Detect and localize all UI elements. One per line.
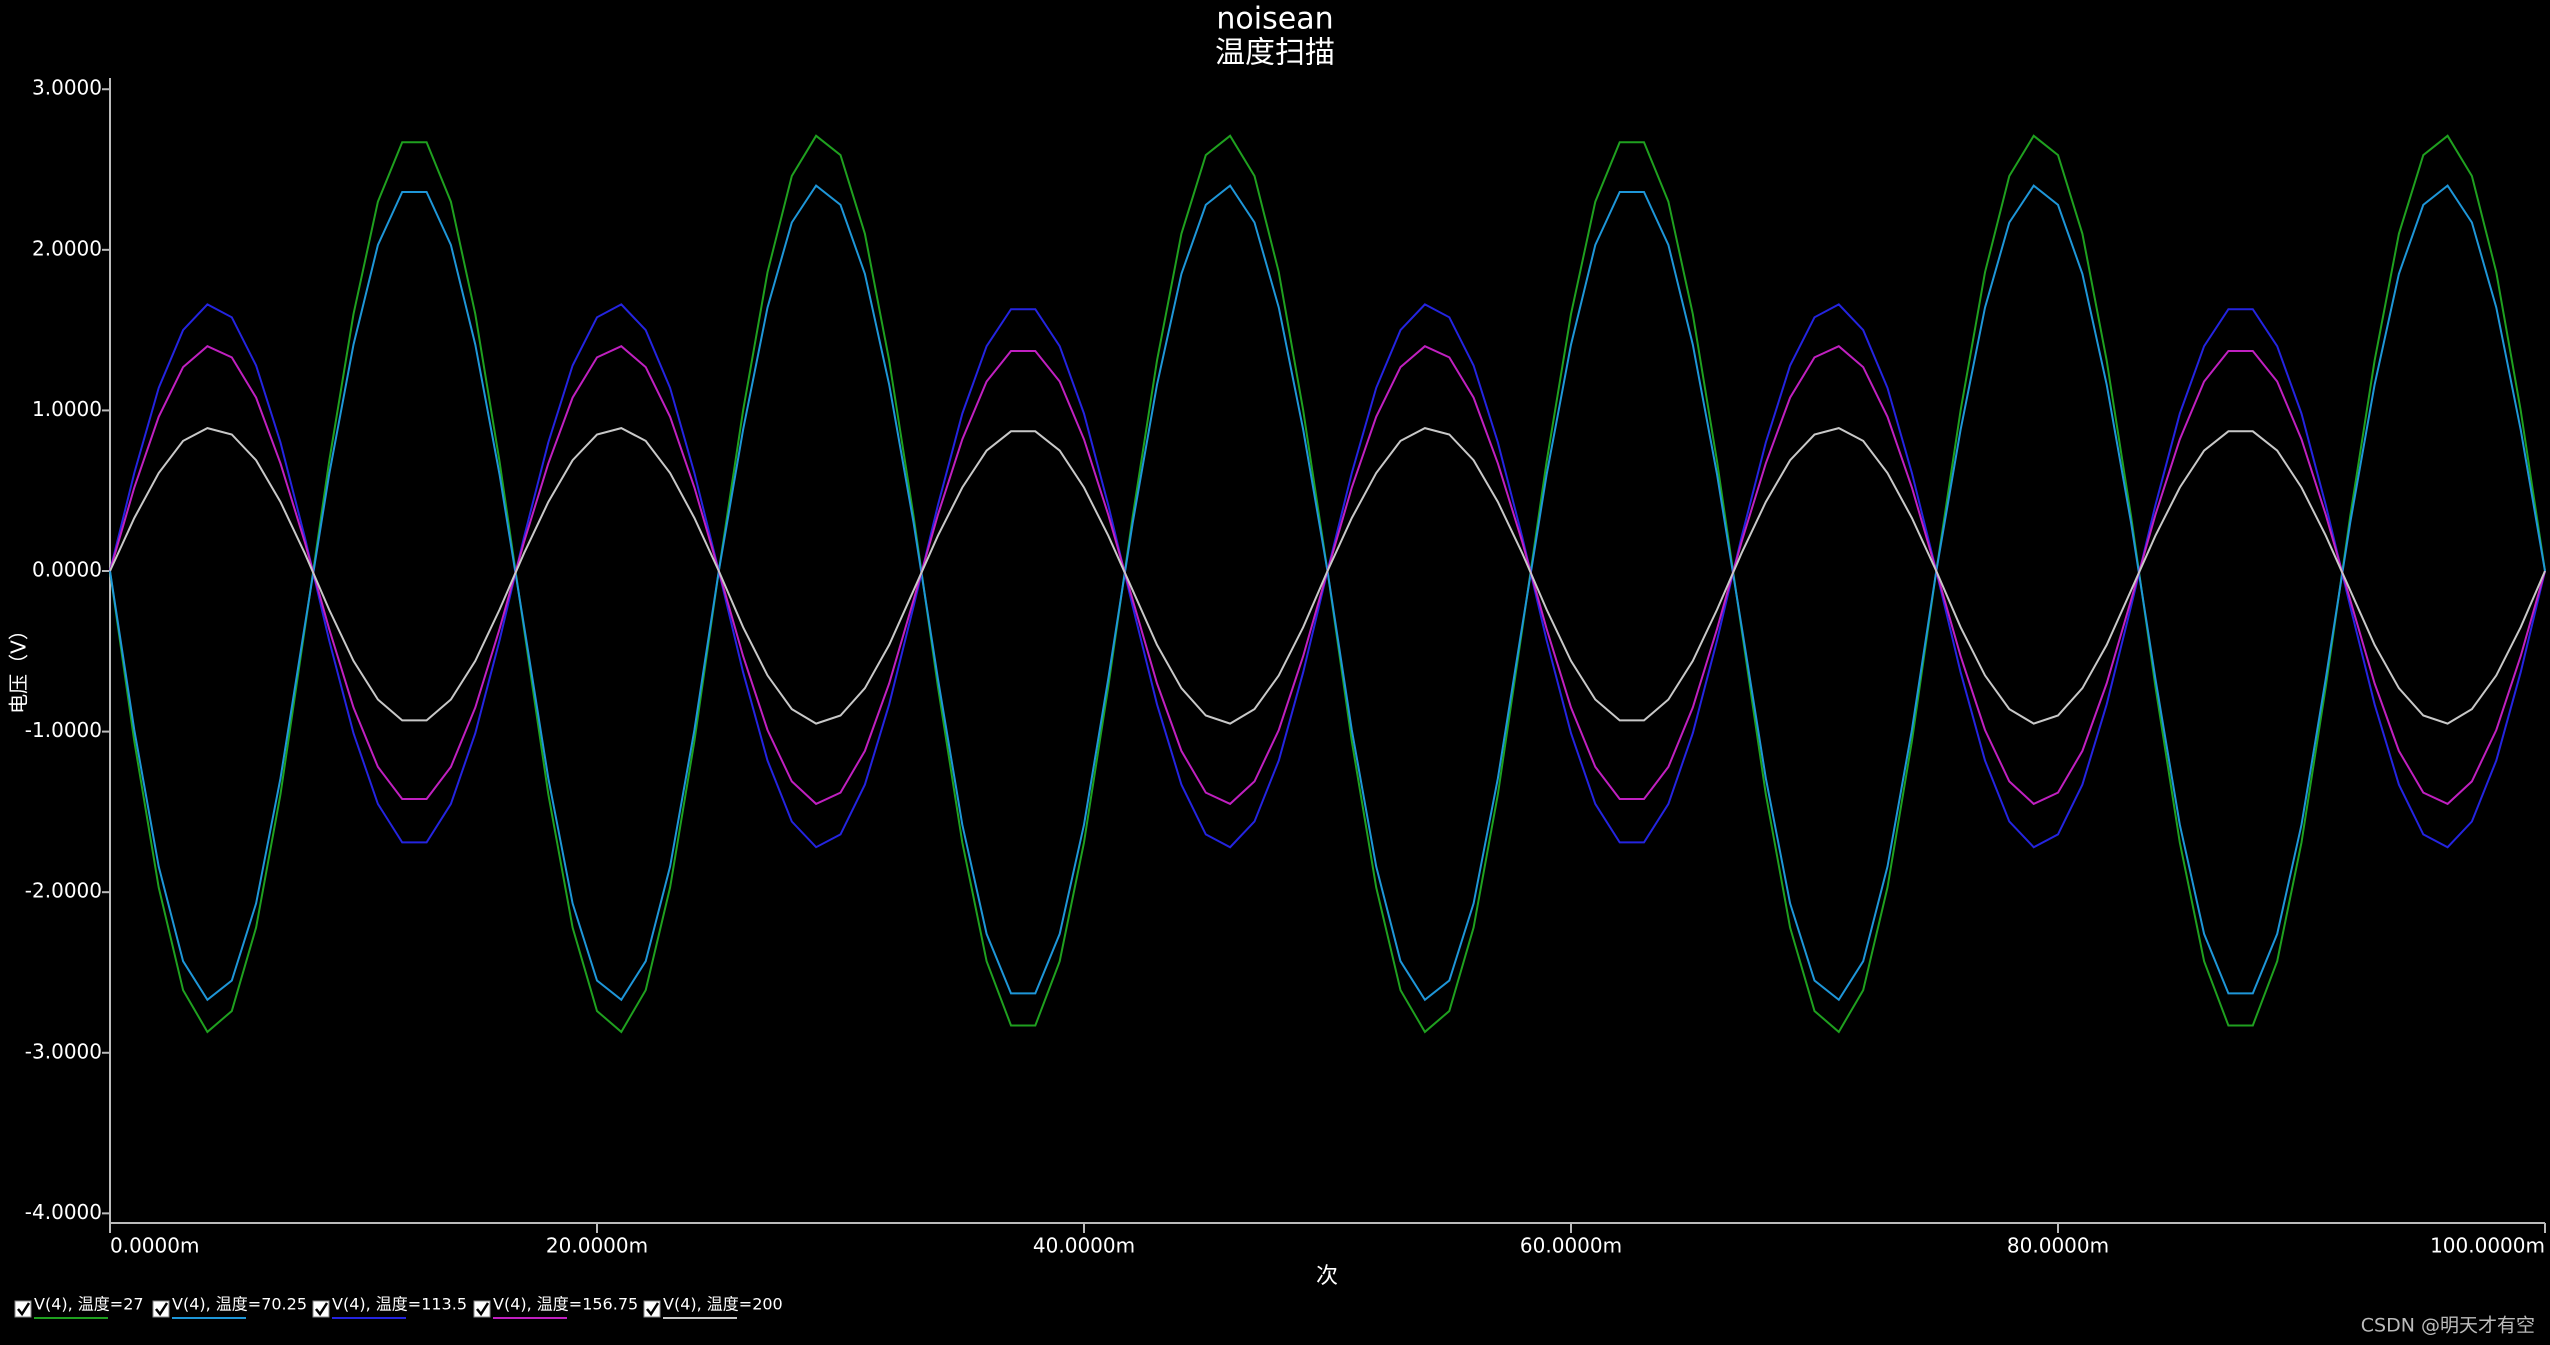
legend-check[interactable] [315, 1302, 329, 1317]
x-tick-label: 40.0000m [1033, 1234, 1135, 1258]
y-tick-label: -4.0000 [25, 1200, 102, 1224]
x-tick-label: 100.0000m [2430, 1234, 2545, 1258]
legend-label: V(4), 温度=113.5 [332, 1295, 467, 1314]
legend-check[interactable] [155, 1302, 169, 1317]
y-tick-label: 0.0000 [32, 558, 102, 582]
series-line [109, 427, 2546, 725]
legend-label: V(4), 温度=27 [34, 1295, 144, 1314]
legend-check[interactable] [476, 1302, 490, 1317]
x-tick-label: 60.0000m [1520, 1234, 1622, 1258]
y-tick-label: 3.0000 [32, 76, 102, 100]
y-tick-label: 2.0000 [32, 236, 102, 260]
x-tick-label: 0.0000m [110, 1234, 199, 1258]
legend-check[interactable] [646, 1302, 660, 1317]
legend-check[interactable] [17, 1302, 31, 1317]
y-tick-label: 1.0000 [32, 397, 102, 421]
x-tick-label: 20.0000m [546, 1234, 648, 1258]
legend-label: V(4), 温度=70.25 [172, 1295, 307, 1314]
watermark: CSDN @明天才有空 [2361, 1315, 2535, 1337]
legend-label: V(4), 温度=156.75 [493, 1295, 638, 1314]
y-tick-label: -3.0000 [25, 1039, 102, 1063]
x-axis-label: 次 [1316, 1264, 1338, 1289]
y-tick-label: -2.0000 [25, 879, 102, 903]
chart-subtitle: 温度扫描 [1215, 36, 1335, 71]
y-tick-label: -1.0000 [25, 718, 102, 742]
legend-label: V(4), 温度=200 [663, 1295, 783, 1314]
chart-title: noisean [1216, 2, 1333, 37]
x-tick-label: 80.0000m [2007, 1234, 2109, 1258]
y-axis-label: 电压（V） [7, 620, 31, 714]
legend: V(4), 温度=27 V(4), 温度=70.25 V(4), 温度=113.5 V… [14, 1295, 783, 1319]
